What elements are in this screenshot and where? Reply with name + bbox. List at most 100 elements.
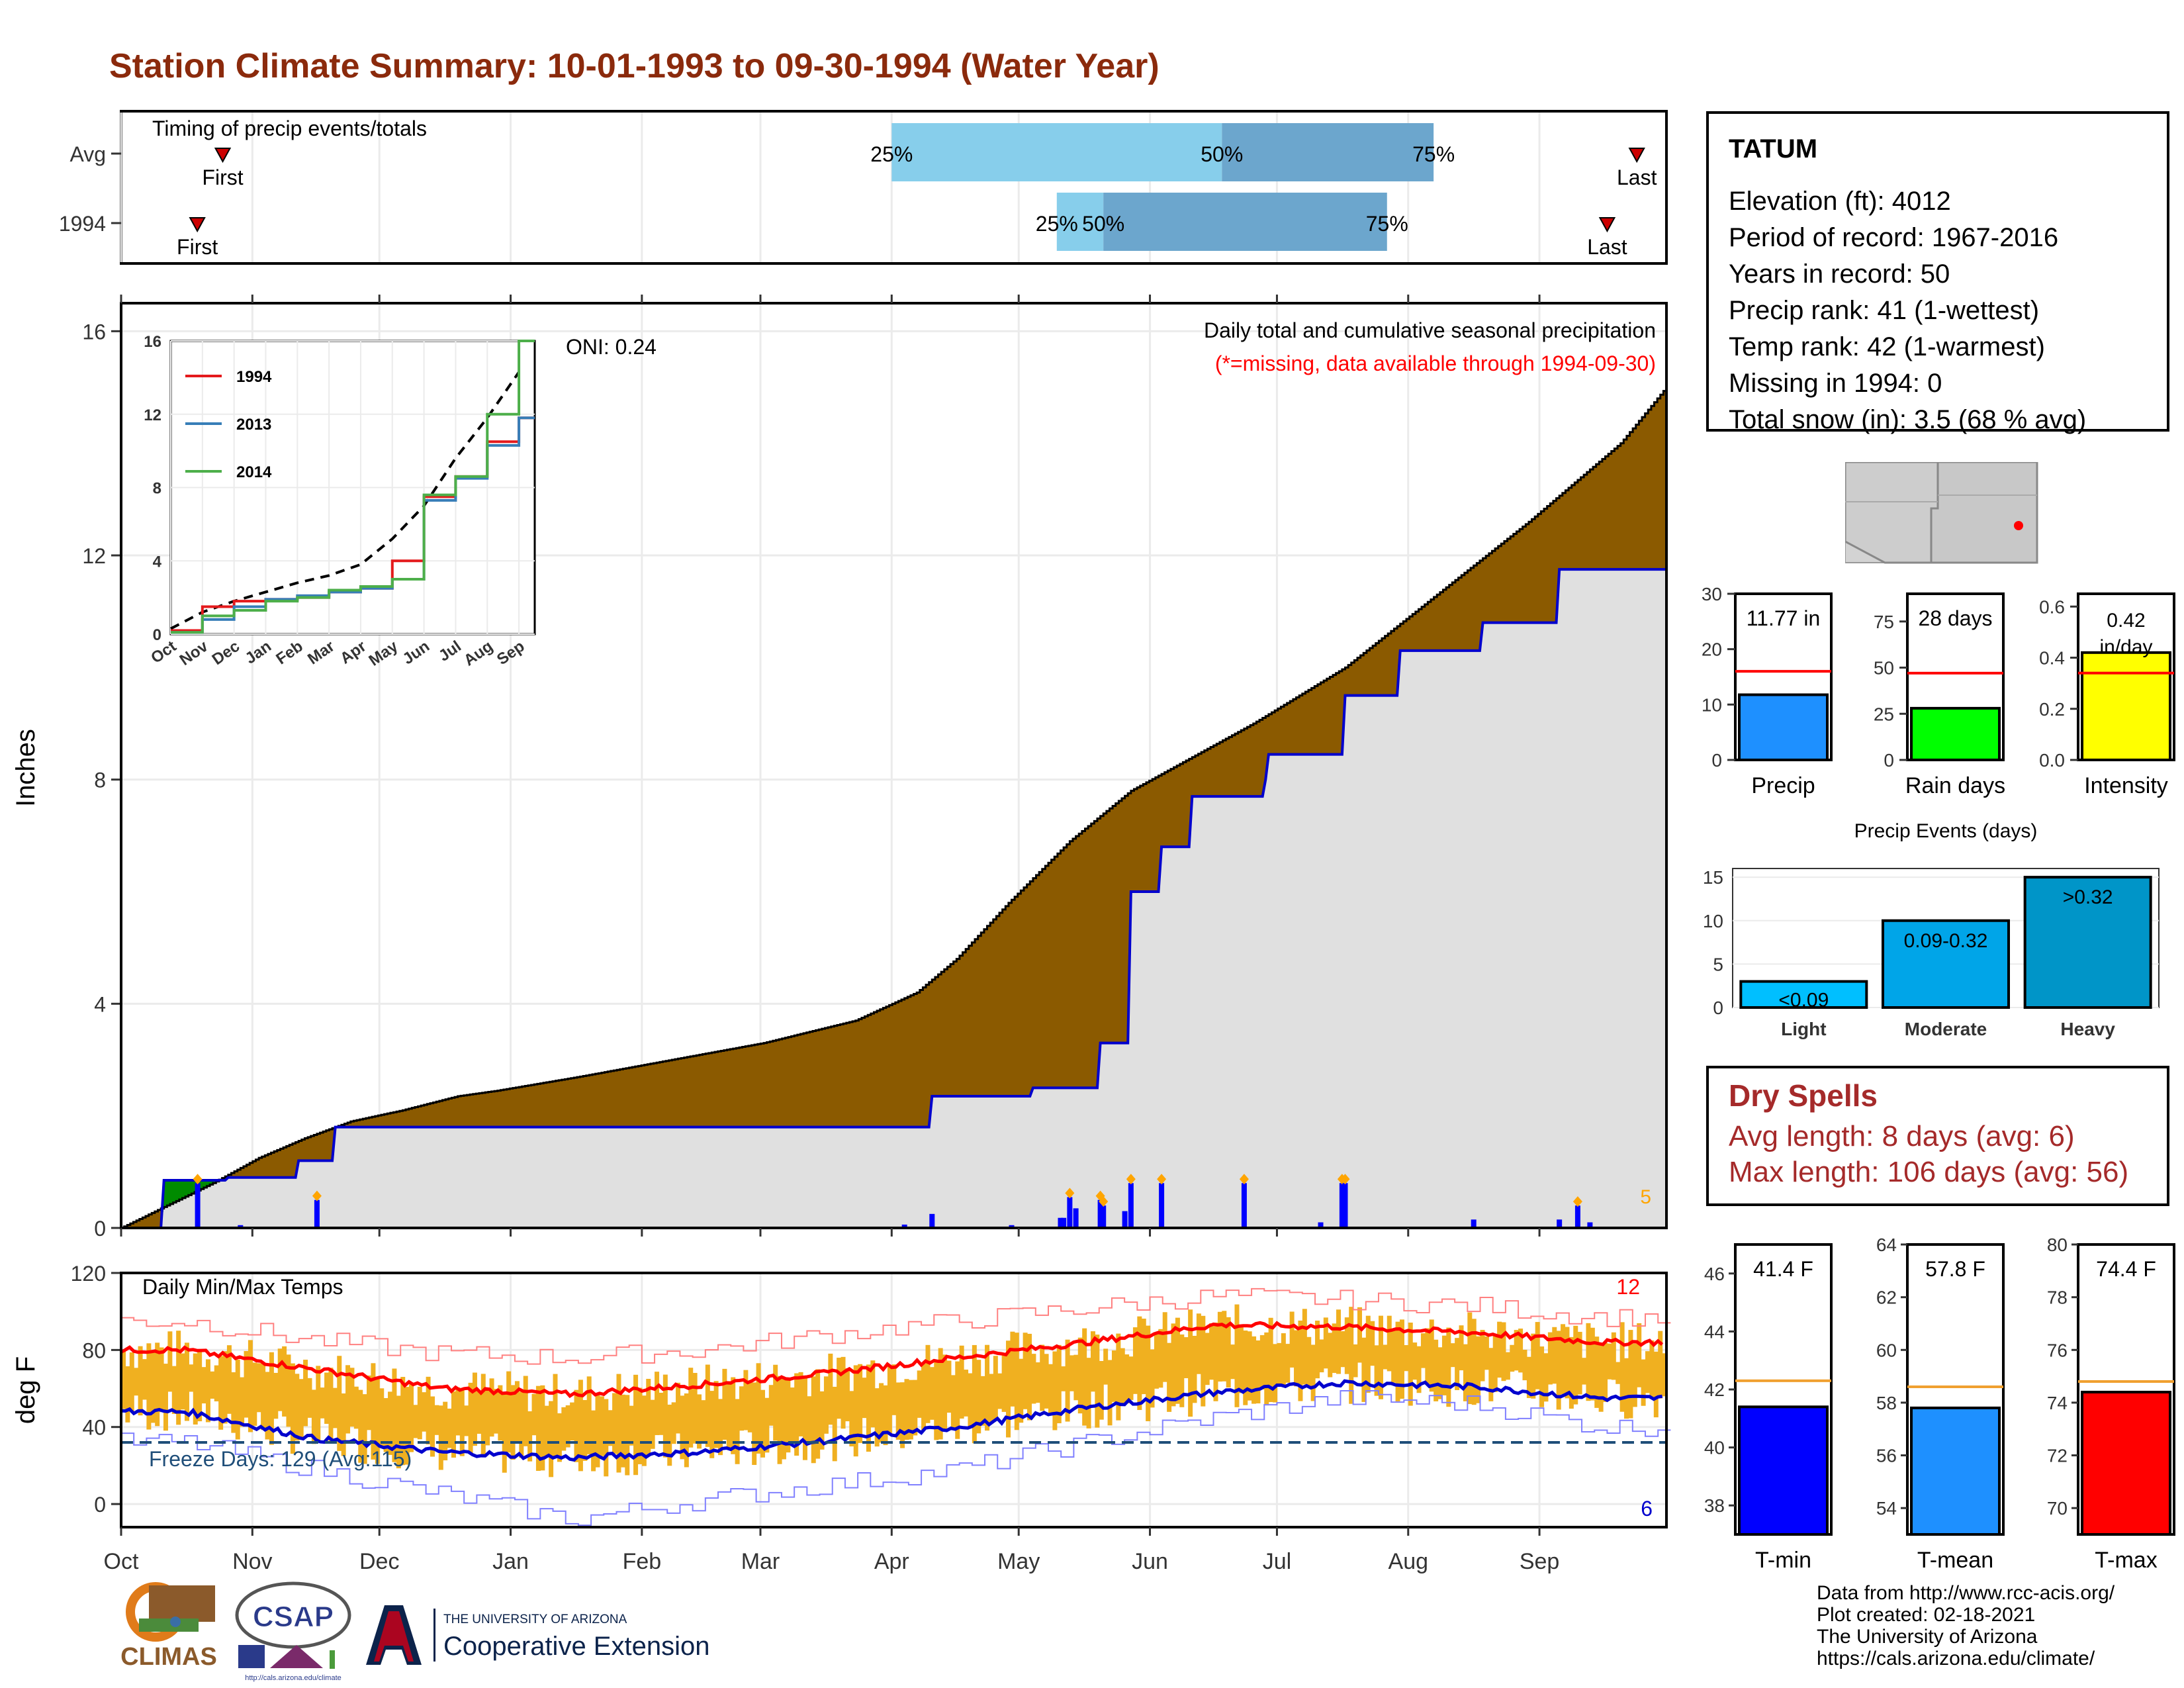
daily-temp-bar	[1607, 1343, 1612, 1380]
station-info: TATUM Elevation (ft): 4012 Period of rec…	[1706, 111, 2169, 434]
daily-temp-bar	[591, 1410, 596, 1472]
daily-temp-bar	[235, 1359, 240, 1440]
daily-temp-bar	[163, 1364, 168, 1431]
daily-temp-bar	[942, 1354, 948, 1432]
daily-temp-bar	[870, 1360, 876, 1428]
daily-precip-bar	[1318, 1222, 1324, 1228]
events-y-tick: 10	[1703, 911, 1723, 931]
daily-temp-bar	[1361, 1337, 1367, 1402]
daily-temp-bar	[1637, 1323, 1642, 1387]
daily-temp-bar	[1501, 1322, 1506, 1382]
daily-temp-bar	[1150, 1349, 1155, 1408]
dry-max-length: Max length: 106 days (avg: 56)	[1729, 1156, 2129, 1188]
daily-temp-bar	[489, 1378, 494, 1437]
tbar-y-tick: 42	[1704, 1380, 1725, 1400]
daily-temp-bar	[612, 1393, 617, 1454]
missing-note: (*=missing, data available through 1994-…	[1215, 352, 1656, 375]
daily-temp-bar	[1061, 1366, 1066, 1391]
daily-temp-bar	[946, 1360, 952, 1413]
daily-temp-bar	[752, 1382, 757, 1466]
csap-text: CSAP	[253, 1601, 334, 1633]
stat-y-tick: 10	[1702, 694, 1722, 715]
event-label: Light	[1781, 1019, 1826, 1039]
inset-y-tick: 4	[153, 553, 162, 571]
stat-y-tick: 0	[1711, 750, 1722, 771]
daily-temp-bar	[1111, 1350, 1116, 1402]
stat-y-tick: 75	[1874, 612, 1894, 632]
daily-temp-bar	[853, 1365, 858, 1457]
stat-y-tick: 0	[1884, 750, 1894, 771]
daily-temp-bar	[388, 1391, 393, 1455]
daily-precip-bar	[1097, 1199, 1103, 1228]
daily-temp-bar	[823, 1376, 829, 1434]
locator-map	[1845, 462, 2038, 564]
daily-temp-bar	[756, 1363, 761, 1454]
daily-temp-bar	[1014, 1333, 1019, 1430]
y-tick-label: 0	[94, 1493, 106, 1517]
daily-temp-bar	[832, 1386, 837, 1462]
daily-precip-bar	[1122, 1211, 1128, 1228]
daily-temp-bar	[396, 1395, 401, 1469]
daily-temp-bar	[1441, 1335, 1447, 1395]
stat-bars-chart: 0 10 20 30 11.77 in Precip 0 25 50 75 28 days Rain …	[1702, 584, 2175, 798]
daily-temp-bar	[1594, 1336, 1600, 1408]
daily-temp-bar	[362, 1394, 367, 1464]
daily-temp-bar	[1378, 1315, 1383, 1399]
daily-temp-bar	[1103, 1348, 1109, 1385]
footer: Data from http://www.rcc-acis.org/ Plot …	[1817, 1582, 2115, 1669]
daily-temp-bar	[1425, 1328, 1430, 1385]
daily-temp-bar	[735, 1399, 740, 1464]
timing-marker-label: Last	[1587, 235, 1627, 259]
daily-temp-bar	[904, 1379, 909, 1440]
daily-temp-bar	[1344, 1317, 1349, 1374]
stat-label: Precip	[1751, 773, 1815, 798]
daily-temp-bar	[332, 1387, 338, 1429]
daily-temp-bar	[298, 1379, 304, 1440]
daily-temp-bar	[1383, 1344, 1388, 1370]
footer-line: Plot created: 02-18-2021	[1817, 1604, 2036, 1626]
daily-temp-bar	[531, 1393, 537, 1436]
daily-precip-bar	[1101, 1205, 1107, 1228]
daily-temp-bar	[519, 1391, 524, 1458]
daily-temp-bar	[1154, 1333, 1159, 1389]
daily-temp-bar	[142, 1359, 147, 1400]
precip-count: 5	[1640, 1186, 1651, 1208]
daily-temp-bar	[921, 1364, 927, 1430]
daily-temp-bar	[371, 1363, 376, 1460]
daily-temp-bar	[1294, 1330, 1299, 1387]
daily-precip-bar	[1587, 1222, 1593, 1228]
tbar-y-tick: 60	[1876, 1340, 1897, 1360]
daily-temp-bar	[688, 1368, 694, 1448]
daily-temp-bar	[171, 1366, 177, 1415]
station-name: TATUM	[1729, 134, 1818, 164]
events-y-tick: 0	[1713, 998, 1723, 1018]
timing-bar-early	[891, 123, 1222, 181]
daily-temp-bar	[1556, 1331, 1561, 1410]
daily-precip-bar	[1058, 1217, 1064, 1228]
daily-temp-bar	[1107, 1360, 1113, 1426]
daily-temp-bar	[1332, 1323, 1337, 1374]
daily-temp-bar	[248, 1340, 253, 1432]
daily-temp-bar	[747, 1382, 752, 1432]
daily-temp-bar	[201, 1367, 206, 1404]
daily-temp-bar	[1056, 1344, 1062, 1424]
heavy-event-marker	[1157, 1174, 1167, 1185]
heavy-event-marker	[1065, 1188, 1075, 1199]
daily-temp-bar	[413, 1405, 418, 1438]
temp-bars-chart: 38 40 42 44 46 41.4 F T-min 54 56 58 60 62 64 57.8 F T…	[1704, 1235, 2175, 1573]
tbar-bar	[1910, 1406, 2001, 1536]
daily-temp-bar	[510, 1385, 516, 1460]
daily-temp-bar	[277, 1348, 283, 1411]
daily-temp-bar	[1467, 1312, 1473, 1405]
daily-temp-bar	[1285, 1344, 1291, 1383]
daily-temp-bar	[328, 1368, 334, 1442]
daily-temp-bar	[680, 1395, 685, 1460]
record-max-line	[121, 1288, 1671, 1365]
daily-temp-bar	[655, 1372, 660, 1435]
daily-temp-bar	[938, 1348, 943, 1440]
timing-marker-label: First	[177, 235, 218, 259]
daily-temp-bar	[662, 1374, 668, 1458]
daily-temp-bar	[1484, 1336, 1489, 1370]
daily-temp-bar	[1132, 1327, 1138, 1394]
daily-temp-bar	[650, 1399, 655, 1449]
